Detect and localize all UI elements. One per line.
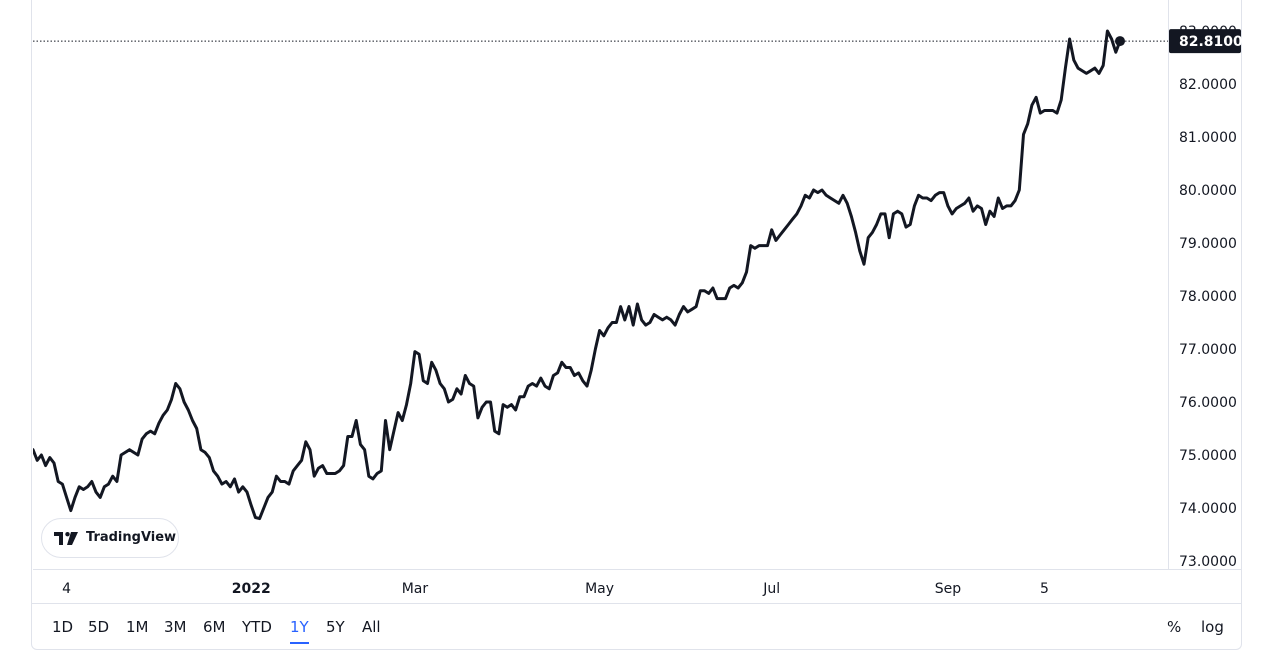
range-toolbar: 1D 5D 1M 3M 6M YTD 1Y 5Y All % log: [31, 603, 1242, 650]
y-tick-label: 77.0000: [1179, 342, 1237, 358]
last-point-marker: [1115, 36, 1125, 47]
series-line: [33, 29, 1122, 521]
tradingview-logo[interactable]: TradingView: [41, 518, 179, 558]
range-button-6m[interactable]: 6M: [203, 618, 226, 636]
log-scale-button[interactable]: log: [1201, 618, 1224, 636]
x-tick-label: 4: [62, 581, 71, 597]
y-tick-label: 81.0000: [1179, 130, 1237, 146]
y-tick-label: 75.0000: [1179, 448, 1237, 464]
tradingview-logo-icon: [54, 532, 78, 545]
price-chart[interactable]: 73.0000 74.0000 75.0000 76.0000 77.0000 78.00…: [0, 0, 1277, 603]
y-tick-label: 82.0000: [1179, 77, 1237, 93]
y-tick-label: 80.0000: [1179, 183, 1237, 199]
range-button-1d[interactable]: 1D: [52, 618, 74, 636]
y-tick-label: 76.0000: [1179, 395, 1237, 411]
y-tick-label: 74.0000: [1179, 501, 1237, 517]
x-tick-label: 2022: [232, 581, 271, 597]
y-tick-label: 78.0000: [1179, 289, 1237, 305]
range-button-ytd[interactable]: YTD: [242, 618, 272, 636]
x-tick-label: May: [585, 581, 614, 597]
x-tick-label: Jul: [762, 581, 780, 597]
y-tick-label: 73.0000: [1179, 554, 1237, 570]
range-button-5y[interactable]: 5Y: [326, 618, 345, 636]
last-value-label: 82.8100: [1179, 34, 1243, 50]
x-tick-label: Sep: [935, 581, 962, 597]
range-button-1y[interactable]: 1Y: [290, 618, 309, 644]
y-tick-label: 79.0000: [1179, 236, 1237, 252]
percent-scale-button[interactable]: %: [1167, 618, 1182, 636]
tradingview-logo-text: TradingView: [86, 530, 177, 545]
last-value-label-bg: [1169, 29, 1241, 54]
x-tick-label: 5: [1040, 581, 1049, 597]
chart-widget: [31, 0, 1242, 650]
range-button-3m[interactable]: 3M: [164, 618, 187, 636]
x-tick-label: Mar: [402, 581, 429, 597]
range-button-1m[interactable]: 1M: [126, 618, 149, 636]
range-button-5d[interactable]: 5D: [88, 618, 110, 636]
range-button-all[interactable]: All: [362, 618, 381, 636]
